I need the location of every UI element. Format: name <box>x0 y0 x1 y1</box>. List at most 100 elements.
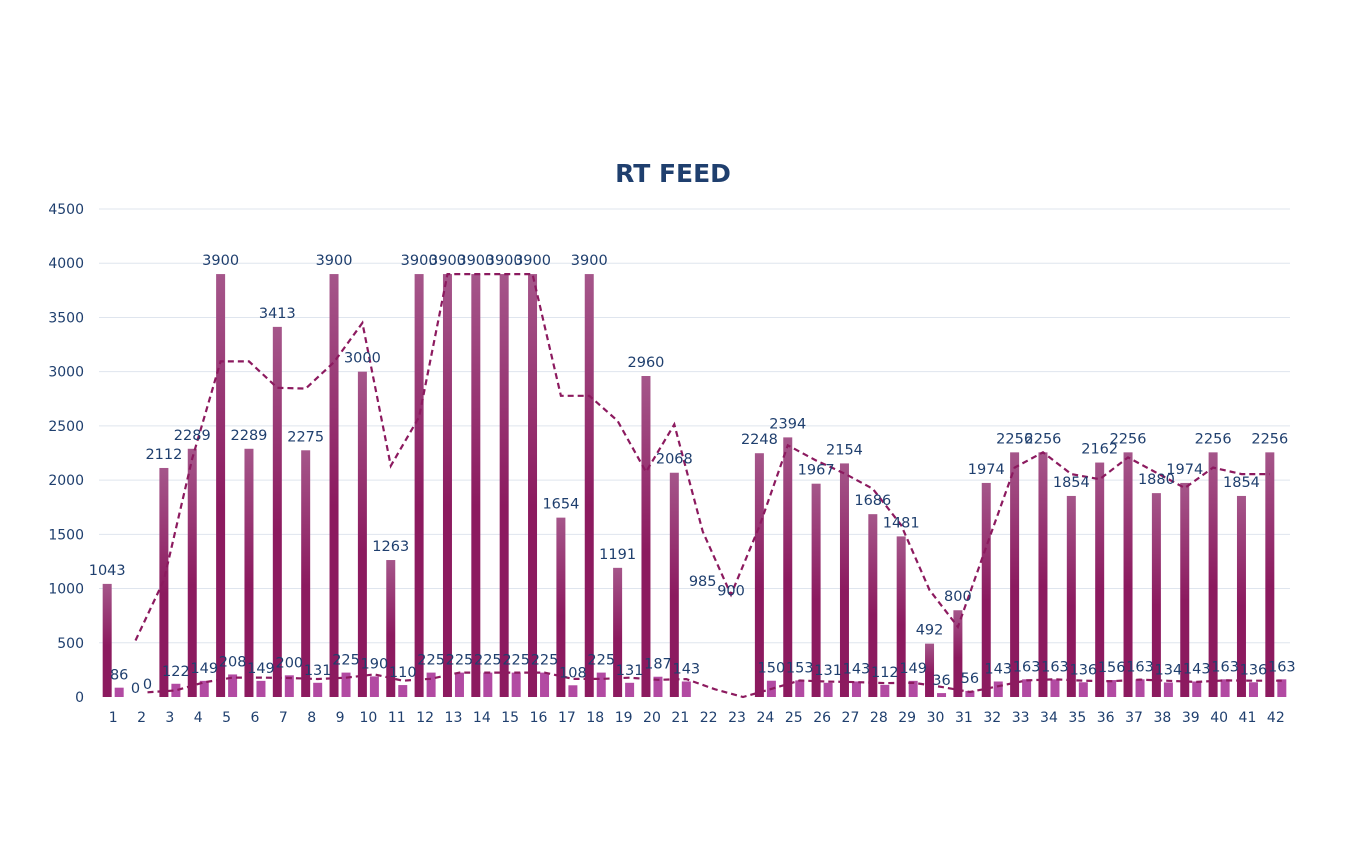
x-tick-label: 27 <box>842 710 860 726</box>
bar-series-1 <box>1066 495 1076 697</box>
bar-series-2 <box>199 680 209 697</box>
bar-series-2 <box>398 685 408 697</box>
y-tick-label: 3500 <box>48 310 84 326</box>
data-label-series-1: 2289 <box>174 428 211 444</box>
data-label-series-1: 2394 <box>769 416 806 432</box>
data-label-series-1: 800 <box>944 589 972 605</box>
bar-series-2 <box>114 687 124 697</box>
x-tick-label: 9 <box>336 710 345 726</box>
bar-series-2 <box>993 681 1003 697</box>
data-label-series-1: 2068 <box>656 452 693 468</box>
data-label-series-1: 1191 <box>599 547 636 563</box>
data-label-series-1: 3900 <box>457 253 494 269</box>
y-tick-label: 2500 <box>48 419 84 435</box>
data-label-series-1: 3900 <box>429 253 466 269</box>
x-tick-label: 10 <box>359 710 377 726</box>
x-tick-label: 23 <box>728 710 746 726</box>
data-label-series-1: 3900 <box>514 253 551 269</box>
bar-series-2 <box>965 690 975 697</box>
bar-series-1 <box>868 514 878 697</box>
data-label-series-1: 3900 <box>571 253 608 269</box>
bar-series-1 <box>584 274 594 697</box>
data-label-series-1: 1974 <box>968 462 1005 478</box>
bar-series-2 <box>341 672 351 697</box>
data-label-series-2: 136 <box>1069 662 1097 678</box>
bar-series-1 <box>641 376 651 697</box>
bar-series-2 <box>880 684 890 697</box>
bar-series-1 <box>613 567 623 697</box>
x-tick-label: 18 <box>586 710 604 726</box>
data-label-series-2: 190 <box>361 656 389 672</box>
bar-series-1 <box>925 643 935 697</box>
data-label-series-1: 1481 <box>883 515 920 531</box>
data-label-series-1: 1686 <box>854 493 891 509</box>
bar-series-1 <box>102 583 112 697</box>
bar-series-1 <box>442 274 452 697</box>
bar-series-2 <box>625 682 635 697</box>
data-label-series-2: 108 <box>559 665 587 681</box>
data-label-series-2: 143 <box>672 661 700 677</box>
x-tick-label: 15 <box>501 710 519 726</box>
bar-series-1 <box>244 448 254 697</box>
bar-series-1 <box>386 560 396 697</box>
bar-series-2 <box>454 672 464 697</box>
data-label-series-2: 153 <box>786 660 814 676</box>
data-label-series-2: 163 <box>1268 659 1296 675</box>
data-label-series-2: 225 <box>417 653 445 669</box>
x-tick-label: 37 <box>1125 710 1143 726</box>
data-label-series-2: 112 <box>871 665 899 681</box>
data-label-series-2: 225 <box>446 653 474 669</box>
chart-title: RT FEED <box>615 159 731 188</box>
bar-series-2 <box>851 681 861 697</box>
bar-series-2 <box>511 672 521 697</box>
data-label-series-1: 2256 <box>1025 431 1062 447</box>
data-label-series-1: 1263 <box>372 539 409 555</box>
x-tick-label: 26 <box>813 710 831 726</box>
bar-series-2 <box>681 681 691 697</box>
bar-series-1 <box>301 450 311 697</box>
x-tick-label: 31 <box>955 710 973 726</box>
data-label-series-2: 163 <box>1126 659 1154 675</box>
x-tick-label: 21 <box>671 710 689 726</box>
bars <box>102 274 1287 697</box>
data-label-series-1: 3900 <box>202 253 239 269</box>
data-label-series-2: 225 <box>531 653 559 669</box>
bar-series-1 <box>1123 452 1133 697</box>
x-tick-label: 17 <box>558 710 576 726</box>
data-label-series-1: 3000 <box>344 351 381 367</box>
bar-series-2 <box>1192 681 1202 697</box>
moving-average-series-1 <box>134 273 1270 641</box>
data-label-series-1: 3900 <box>486 253 523 269</box>
bar-series-1 <box>499 274 509 697</box>
x-tick-label: 24 <box>756 710 774 726</box>
data-label-series-2: 110 <box>389 665 417 681</box>
bar-series-2 <box>369 676 379 697</box>
data-label-series-2: 200 <box>275 655 303 671</box>
y-tick-label: 2000 <box>48 473 84 489</box>
y-tick-label: 0 <box>75 690 84 706</box>
bar-series-2 <box>596 672 606 697</box>
y-tick-label: 1500 <box>48 527 84 543</box>
y-tick-label: 4500 <box>48 202 84 218</box>
data-label-series-2: 208 <box>219 654 247 670</box>
bar-series-1 <box>216 274 226 697</box>
data-label-series-2: 156 <box>1098 660 1126 676</box>
data-label-series-1: 1043 <box>89 563 126 579</box>
gridlines <box>99 208 1290 644</box>
x-tick-label: 5 <box>222 710 231 726</box>
bar-series-2 <box>1163 682 1173 697</box>
moving-average-series-2 <box>147 671 1282 699</box>
y-tick-label: 500 <box>57 636 84 652</box>
data-label-series-1: 492 <box>916 623 944 639</box>
bar-series-1 <box>329 274 339 697</box>
bar-series-2 <box>540 672 550 697</box>
data-label-series-2: 225 <box>474 653 502 669</box>
data-label-series-1: 0 <box>131 681 140 697</box>
bar-series-1 <box>1038 452 1048 697</box>
bar-series-1 <box>1151 493 1161 697</box>
data-label-series-1: 1854 <box>1053 475 1090 491</box>
data-label-series-1: 3900 <box>316 253 353 269</box>
x-tick-label: 35 <box>1068 710 1086 726</box>
bar-series-2 <box>937 693 947 697</box>
